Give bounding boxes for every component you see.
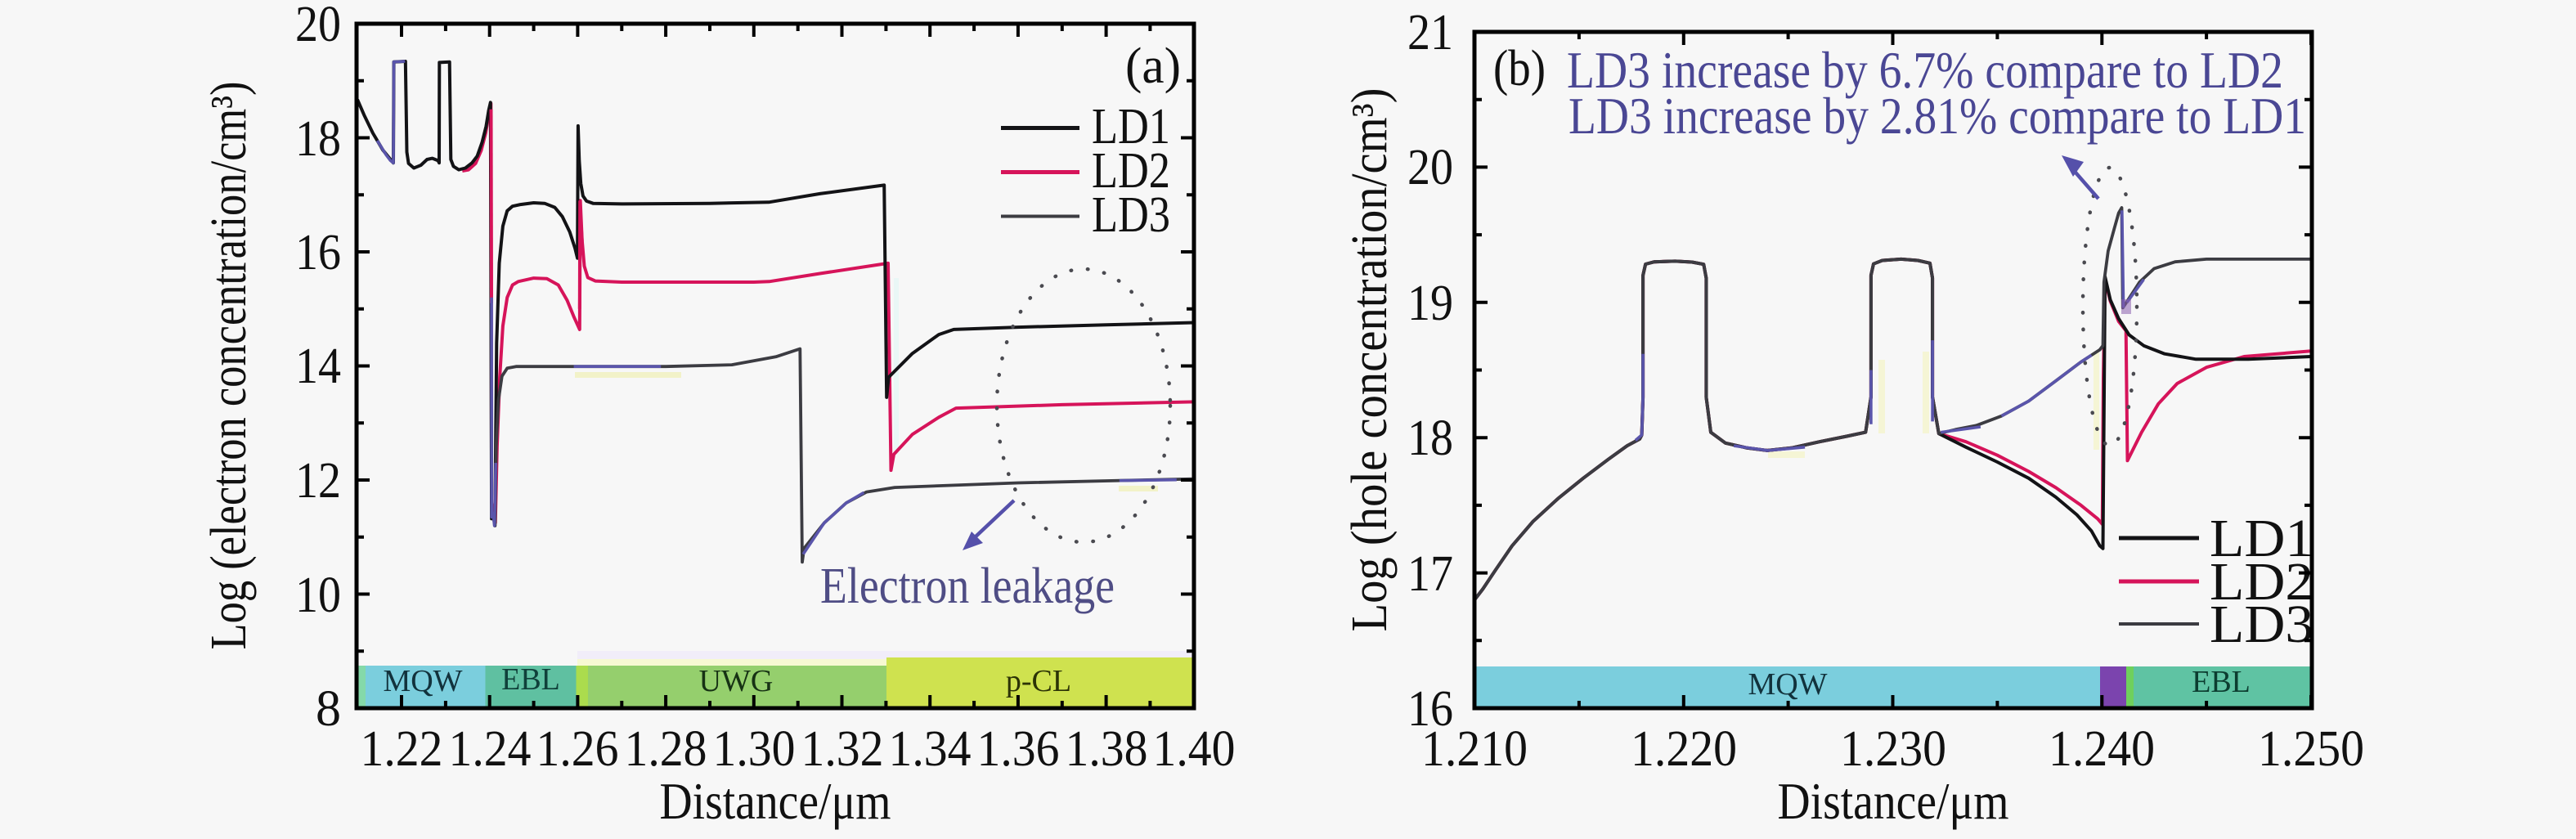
svg-text:Electron leakage: Electron leakage — [820, 559, 1115, 614]
svg-text:Log (electron concentration/cm: Log (electron concentration/cm³) — [201, 82, 257, 650]
svg-text:1.32: 1.32 — [801, 721, 884, 777]
svg-text:1.250: 1.250 — [2258, 721, 2364, 777]
svg-text:EBL: EBL — [2192, 665, 2251, 699]
svg-text:LD2: LD2 — [2210, 552, 2313, 612]
svg-text:1.26: 1.26 — [536, 721, 619, 777]
svg-text:1.38: 1.38 — [1066, 721, 1148, 777]
svg-text:LD2: LD2 — [1092, 143, 1170, 199]
svg-text:1.22: 1.22 — [361, 721, 443, 777]
svg-text:EBL: EBL — [501, 662, 560, 697]
svg-text:UWG: UWG — [699, 664, 774, 698]
svg-text:8: 8 — [316, 681, 341, 737]
svg-text:p-CL: p-CL — [1006, 664, 1071, 698]
svg-text:17: 17 — [1407, 546, 1453, 602]
svg-text:MQW: MQW — [383, 664, 462, 698]
svg-text:16: 16 — [295, 225, 341, 280]
svg-text:1.40: 1.40 — [1153, 721, 1236, 777]
svg-text:21: 21 — [1407, 5, 1453, 61]
svg-text:18: 18 — [295, 111, 341, 167]
svg-text:19: 19 — [1407, 276, 1453, 331]
svg-text:20: 20 — [1407, 140, 1453, 195]
svg-text:1.28: 1.28 — [625, 721, 707, 777]
svg-text:20: 20 — [295, 0, 341, 52]
svg-text:LD3 increase by 6.7% compare t: LD3 increase by 6.7% compare to LD2 — [1567, 41, 2283, 99]
svg-text:LD1: LD1 — [2210, 509, 2313, 568]
svg-text:(a): (a) — [1125, 38, 1181, 94]
svg-text:1.36: 1.36 — [977, 721, 1060, 777]
svg-text:1.34: 1.34 — [889, 721, 972, 777]
svg-text:12: 12 — [295, 453, 341, 509]
svg-text:1.210: 1.210 — [1421, 721, 1528, 777]
svg-text:MQW: MQW — [1748, 667, 1827, 702]
svg-text:LD1: LD1 — [1092, 99, 1170, 155]
svg-text:1.230: 1.230 — [1840, 721, 1946, 777]
svg-text:Distance/μm: Distance/μm — [1778, 772, 2009, 830]
svg-text:16: 16 — [1407, 681, 1453, 737]
svg-text:1.240: 1.240 — [2049, 721, 2155, 777]
svg-text:Distance/μm: Distance/μm — [660, 772, 891, 830]
svg-text:Log (hole concentration/cm³): Log (hole concentration/cm³) — [1342, 88, 1398, 632]
svg-text:14: 14 — [295, 339, 341, 394]
svg-text:1.24: 1.24 — [449, 721, 532, 777]
svg-text:LD3: LD3 — [2210, 594, 2313, 654]
svg-text:1.30: 1.30 — [713, 721, 796, 777]
svg-text:LD3 increase by 2.81% compare: LD3 increase by 2.81% compare to LD1 — [1568, 87, 2306, 145]
svg-text:10: 10 — [295, 568, 341, 623]
svg-text:18: 18 — [1407, 411, 1453, 466]
svg-text:LD3: LD3 — [1092, 187, 1170, 243]
svg-text:1.220: 1.220 — [1631, 721, 1737, 777]
svg-text:(b): (b) — [1493, 41, 1546, 96]
